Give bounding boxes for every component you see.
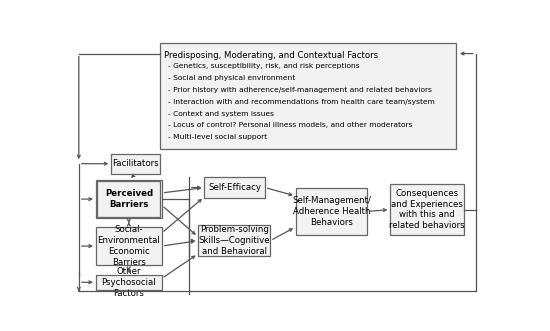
Bar	[296, 188, 367, 235]
Text: - Locus of control? Personal illness models, and other moderators: - Locus of control? Personal illness mod…	[168, 122, 412, 128]
Text: - Prior history with adherence/self-management and related behaviors: - Prior history with adherence/self-mana…	[168, 87, 432, 93]
Text: Facilitators: Facilitators	[113, 159, 159, 168]
Text: - Interaction with and recommendations from health care team/system: - Interaction with and recommendations f…	[168, 99, 435, 105]
Text: Predisposing, Moderating, and Contextual Factors: Predisposing, Moderating, and Contextual…	[164, 51, 378, 60]
Bar	[97, 181, 160, 217]
Bar	[96, 275, 162, 290]
Text: - Social and physical environment: - Social and physical environment	[168, 75, 295, 81]
Text: Consequences
and Experiences
with this and
related behaviors: Consequences and Experiences with this a…	[389, 189, 465, 230]
Text: - Multi-level social support: - Multi-level social support	[168, 134, 267, 140]
Text: Self-Efficacy: Self-Efficacy	[208, 183, 261, 192]
Bar	[160, 43, 456, 149]
Bar	[96, 180, 162, 218]
Bar	[111, 154, 160, 174]
Text: - Context and system issues: - Context and system issues	[168, 111, 274, 117]
Text: Problem-solving
Skills—Cognitive
and Behavioral: Problem-solving Skills—Cognitive and Beh…	[199, 225, 270, 256]
Text: Perceived
Barriers: Perceived Barriers	[104, 189, 153, 209]
Bar	[198, 225, 270, 256]
Bar	[205, 177, 265, 198]
Text: Other
Psychosocial
Factors: Other Psychosocial Factors	[102, 267, 156, 298]
Text: - Genetics, susceptibility, risk, and risk perceptions: - Genetics, susceptibility, risk, and ri…	[168, 63, 360, 69]
Text: Self-Management/
Adherence Health
Behaviors: Self-Management/ Adherence Health Behavi…	[292, 196, 371, 227]
Bar	[96, 227, 162, 265]
Bar	[390, 184, 464, 235]
Text: Social-
Environmental
Economic
Barriers: Social- Environmental Economic Barriers	[97, 225, 160, 267]
